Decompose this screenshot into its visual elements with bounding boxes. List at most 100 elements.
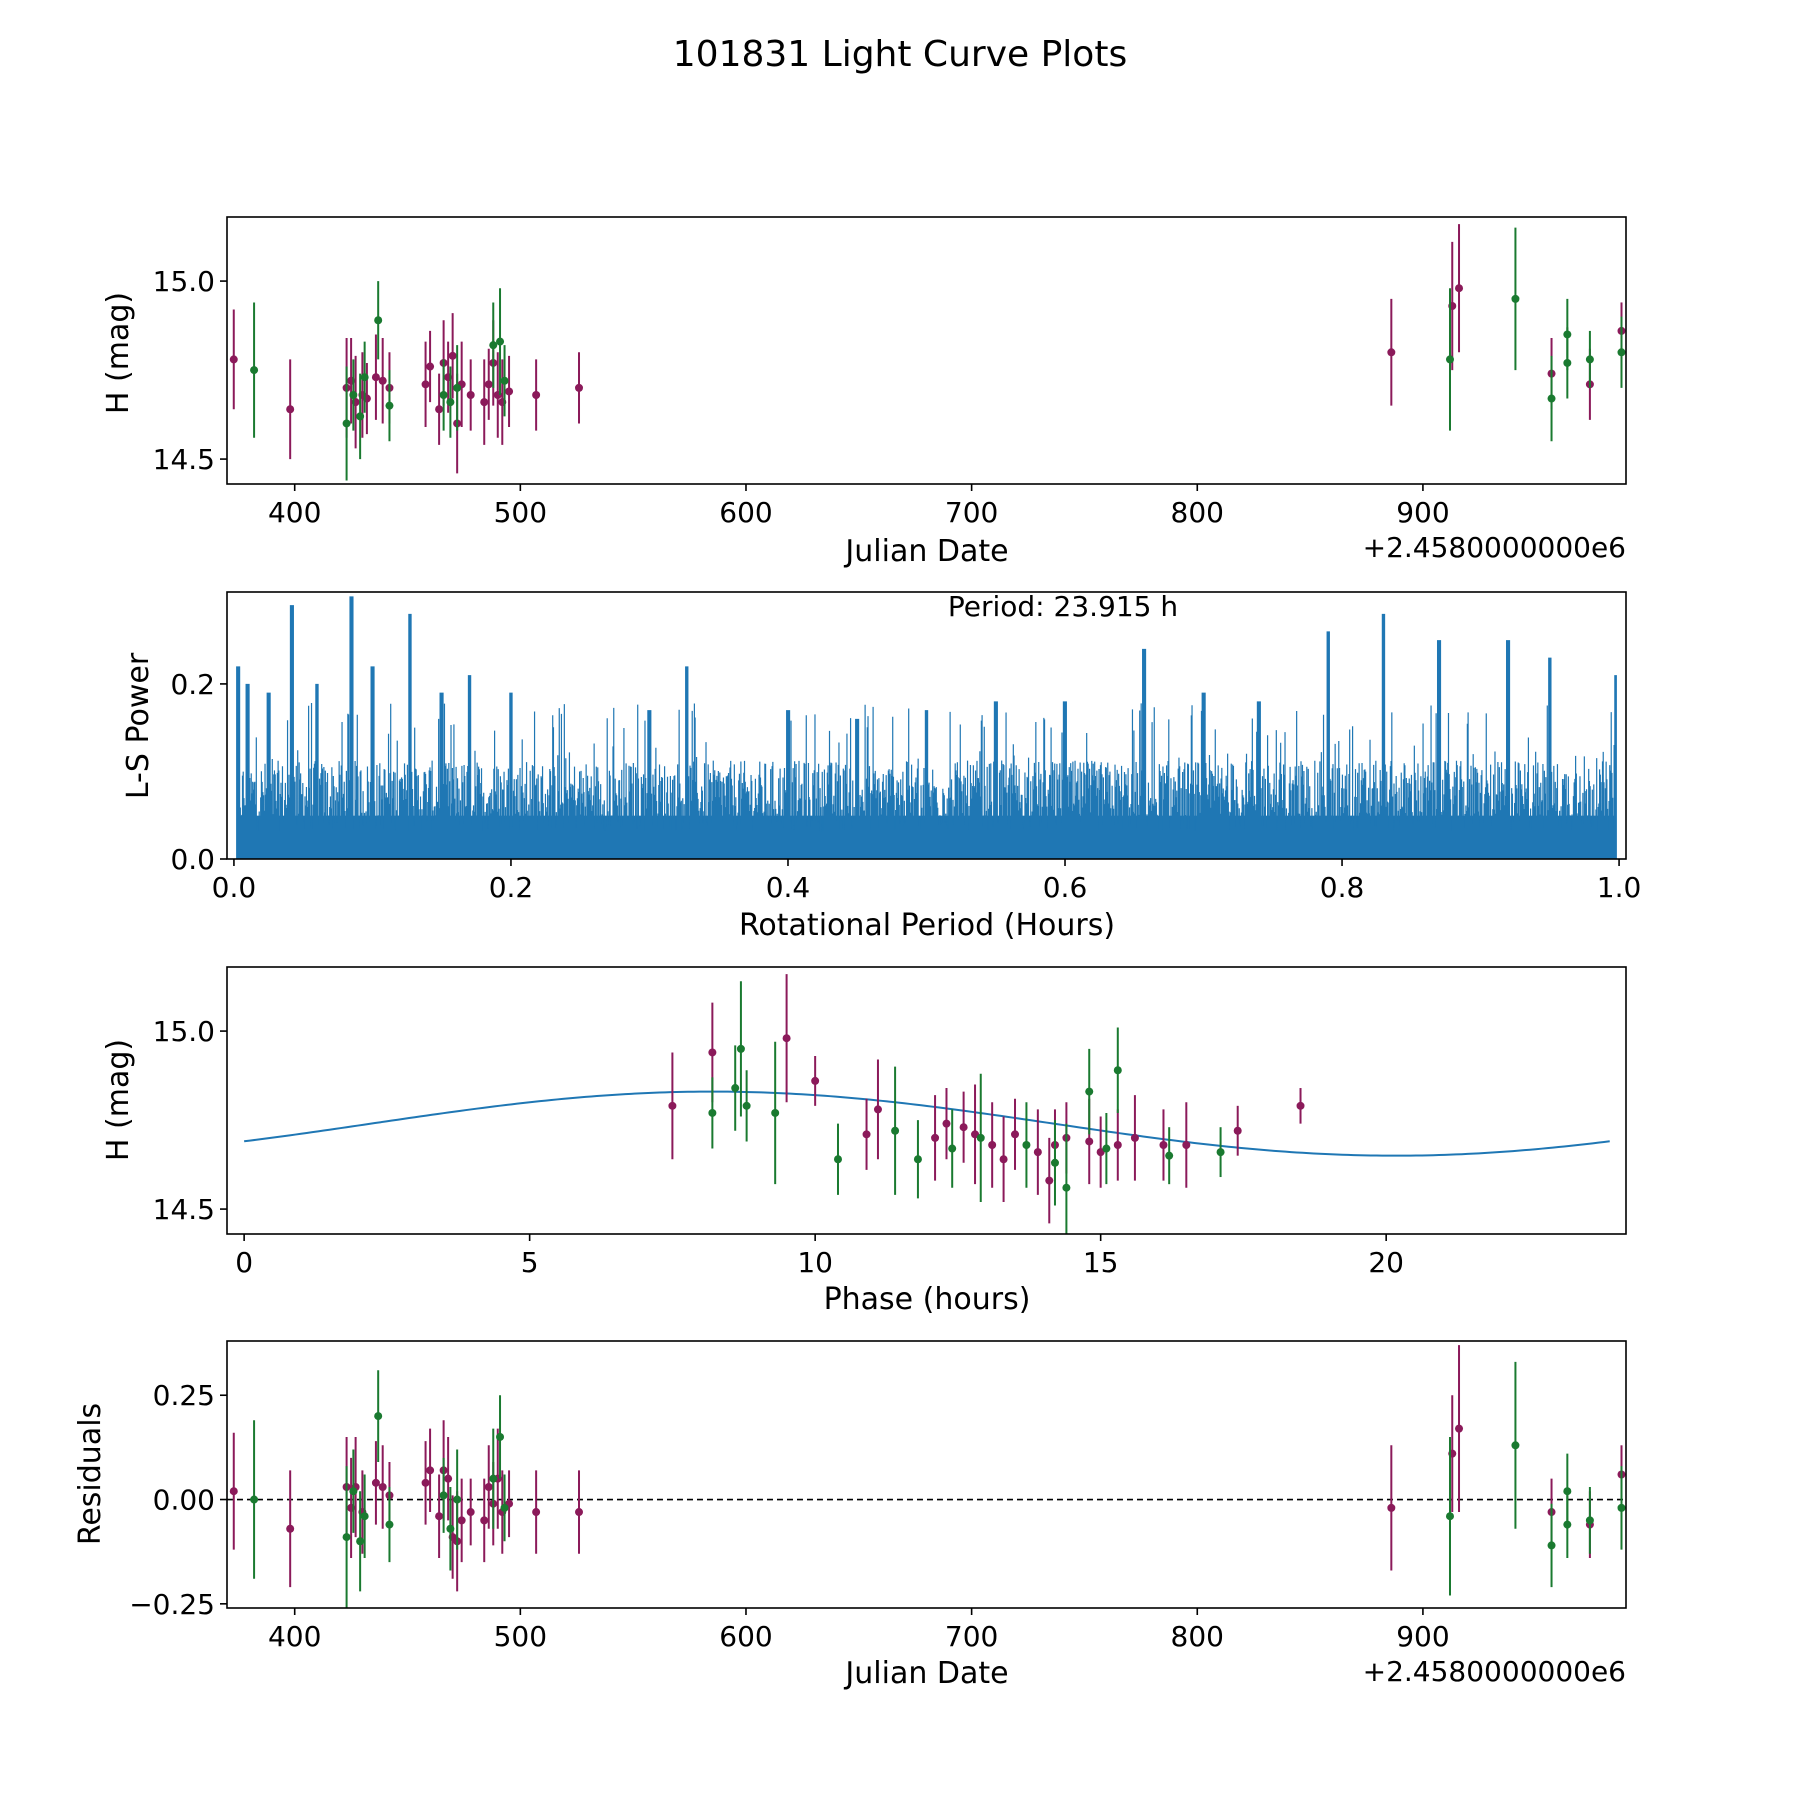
period-annotation: Period: 23.915 h: [948, 590, 1178, 623]
lightcurve-xtick: 500: [494, 484, 547, 529]
lightcurve-data-point: [371, 373, 380, 382]
phased-data-point: [942, 1119, 951, 1128]
residuals-data-point: [1563, 1520, 1572, 1529]
phased-xtick-label: 5: [521, 1246, 539, 1279]
lightcurve-xlabel: Julian Date: [843, 534, 1008, 569]
phased-data-point: [913, 1155, 922, 1164]
lightcurve-data-point: [484, 380, 493, 389]
periodogram-xtick-label: 0.6: [1043, 871, 1088, 904]
phased-data-point: [742, 1101, 751, 1110]
phased-data-point: [736, 1044, 745, 1053]
lightcurve-data-point: [1617, 348, 1626, 357]
residuals-data-point: [484, 1483, 493, 1492]
phased-ytick-label: 15.0: [153, 1015, 215, 1048]
periodogram-xtick-label: 1.0: [1597, 871, 1642, 904]
phased-ytick-label: 14.5: [153, 1193, 215, 1226]
lightcurve-ytick: 15.0: [153, 265, 227, 298]
phased-data-point: [708, 1108, 717, 1117]
lightcurve-xtick: 900: [1396, 484, 1450, 529]
lightcurve-data-point: [575, 383, 584, 392]
residuals-xtick: 700: [945, 1608, 998, 1653]
phased-xtick: 20: [1368, 1234, 1404, 1279]
phased-data-point: [931, 1133, 940, 1142]
residuals-xtick: 500: [494, 1608, 547, 1653]
residuals-data-point: [1511, 1441, 1520, 1450]
phased-ytick: 15.0: [153, 1015, 227, 1048]
phased-xlabel: Phase (hours): [824, 1282, 1031, 1317]
lightcurve-data-point: [378, 376, 387, 385]
residuals-data-point: [342, 1533, 351, 1542]
residuals-data-point: [1547, 1541, 1556, 1550]
lightcurve-data-point: [374, 316, 383, 325]
residuals-data-point: [435, 1512, 444, 1521]
lightcurve-xtick-label: 600: [719, 496, 772, 529]
lightcurve-xtick-label: 800: [1171, 496, 1224, 529]
phased-data-point: [1045, 1176, 1054, 1185]
residuals-ylabel: Residuals: [73, 1403, 108, 1545]
phased-data-point: [988, 1141, 997, 1149]
residuals-xtick-label: 900: [1396, 1620, 1449, 1653]
periodogram-ytick: 0.2: [170, 668, 227, 701]
phased-data-point: [1022, 1141, 1031, 1149]
residuals-ytick-label: −0.25: [129, 1588, 215, 1621]
periodogram-ytick: 0.0: [170, 843, 227, 876]
phased-panel: Phase (hours) H (mag) 0 5 10 15 20 14.5 15.0: [101, 966, 1627, 1317]
periodogram-xtick-label: 0.4: [766, 871, 811, 904]
residuals-xtick-label: 800: [1171, 1620, 1224, 1653]
phased-data-point: [1085, 1137, 1094, 1146]
lightcurve-data-point: [453, 383, 462, 392]
lightcurve-data-point: [342, 419, 351, 428]
periodogram-xtick-label: 0.0: [212, 871, 257, 904]
residuals-data-point: [1455, 1424, 1464, 1433]
lightcurve-data-point: [286, 405, 295, 414]
lightcurve-data-point: [1563, 358, 1572, 367]
phased-data-point: [1050, 1158, 1059, 1167]
residuals-data-point: [229, 1487, 238, 1496]
phased-data-point: [708, 1048, 717, 1057]
residuals-data-point: [378, 1483, 387, 1492]
periodogram-xlabel: Rotational Period (Hours): [739, 908, 1115, 943]
lightcurve-xtick-label: 700: [945, 496, 998, 529]
residuals-data-point: [439, 1491, 448, 1500]
phased-xtick: 15: [1083, 1234, 1119, 1279]
figure-title: 101831 Light Curve Plots: [673, 34, 1127, 75]
lightcurve-xtick-label: 500: [494, 496, 547, 529]
residuals-data-point: [453, 1495, 462, 1504]
lightcurve-xtick: 600: [719, 484, 773, 529]
phased-xtick-label: 10: [797, 1246, 833, 1279]
lightcurve-data-point: [1445, 355, 1454, 364]
phased-data-point: [811, 1076, 820, 1085]
residuals-xtick-label: 500: [494, 1620, 547, 1653]
residuals-xtick-label: 700: [945, 1620, 998, 1653]
lightcurve-ytick-label: 15.0: [153, 265, 215, 298]
phased-ylabel: H (mag): [101, 1039, 136, 1161]
phased-data-point: [833, 1155, 842, 1164]
phased-model-curve: [244, 1090, 1610, 1157]
residuals-data-point: [421, 1478, 430, 1487]
residuals-plot-area: [227, 1345, 1626, 1608]
lightcurve-data-point: [489, 341, 498, 350]
lightcurve-data-point: [426, 362, 435, 371]
residuals-data-point: [489, 1474, 498, 1483]
residuals-ytick: 0.25: [153, 1379, 227, 1412]
residuals-data-point: [444, 1474, 453, 1483]
lightcurve-data-point: [446, 398, 455, 407]
residuals-xtick: 800: [1171, 1608, 1224, 1653]
phased-xtick-label: 15: [1083, 1246, 1119, 1279]
phased-data-point: [1062, 1183, 1071, 1192]
residuals-data-point: [374, 1412, 383, 1421]
phased-data-point: [971, 1130, 980, 1139]
phased-data-point: [1182, 1141, 1191, 1149]
residuals-data-point: [500, 1503, 509, 1512]
lightcurve-ylabel: H (mag): [101, 292, 136, 414]
phased-data-point: [976, 1133, 985, 1142]
phased-data-point: [1085, 1087, 1094, 1096]
lightcurve-data-point: [480, 398, 489, 407]
phased-data-point: [1113, 1066, 1122, 1075]
phased-data-point: [873, 1105, 882, 1114]
residuals-data-point: [446, 1524, 455, 1533]
lightcurve-panel: Julian Date H (mag) +2.4580000000e6 400 5…: [101, 216, 1627, 569]
phased-data-point: [1011, 1130, 1020, 1139]
residuals-data-point: [385, 1520, 394, 1529]
